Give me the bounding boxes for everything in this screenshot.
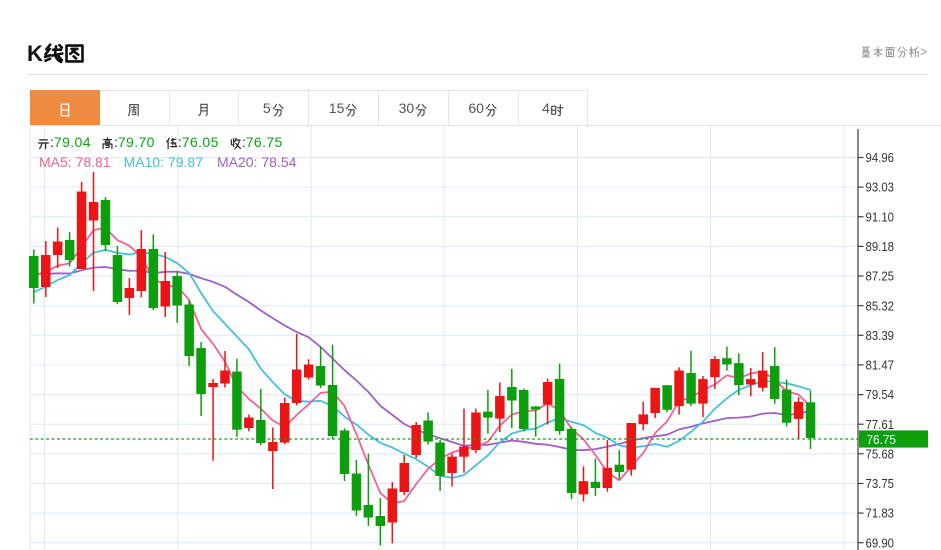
svg-text:75.68: 75.68 (866, 446, 895, 461)
svg-text:94.96: 94.96 (866, 150, 895, 165)
svg-text:81.47: 81.47 (866, 358, 895, 373)
svg-text:91.10: 91.10 (866, 209, 895, 224)
svg-text:77.61: 77.61 (866, 417, 895, 432)
svg-text:76.75: 76.75 (867, 432, 897, 447)
svg-text:87.25: 87.25 (866, 269, 895, 284)
svg-text:83.39: 83.39 (866, 328, 895, 343)
svg-text:79.54: 79.54 (866, 387, 895, 402)
svg-text:73.75: 73.75 (866, 476, 895, 491)
svg-text:85.32: 85.32 (866, 298, 895, 313)
svg-text:89.18: 89.18 (866, 239, 895, 254)
svg-text:93.03: 93.03 (866, 180, 895, 195)
svg-text:69.90: 69.90 (866, 535, 895, 550)
svg-text:71.83: 71.83 (866, 506, 895, 521)
